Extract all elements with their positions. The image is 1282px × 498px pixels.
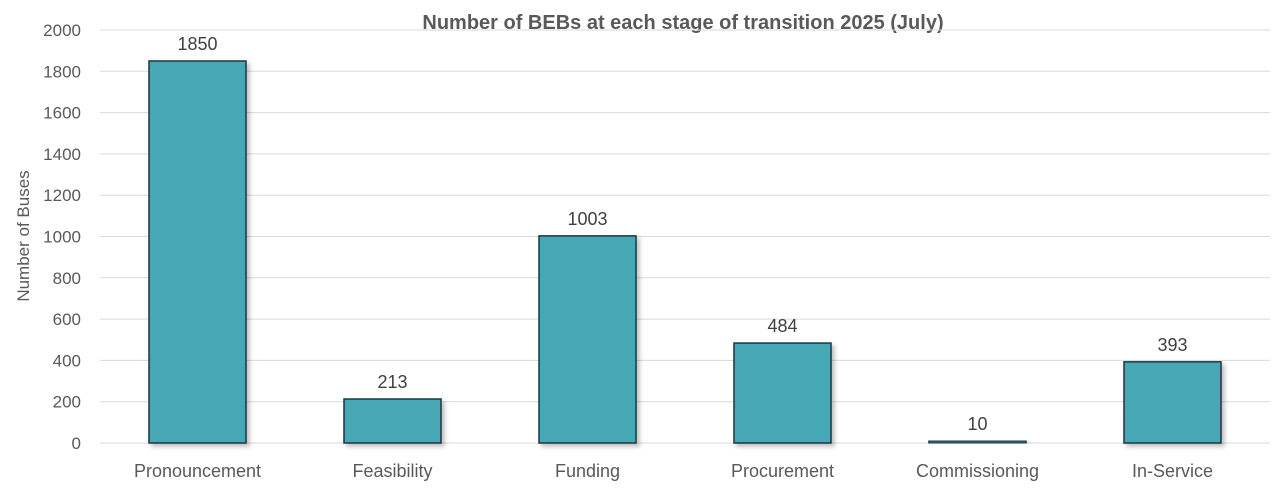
gridlines — [100, 29, 1270, 444]
bar-funding — [538, 235, 637, 444]
y-tick-label: 1200 — [43, 186, 81, 205]
data-label: 1850 — [177, 34, 217, 54]
bar-in-service — [1123, 361, 1222, 444]
x-axis-categories: Pronouncement Feasibility Funding Procureme… — [134, 461, 1213, 481]
y-tick-label: 400 — [53, 351, 81, 370]
data-labels: 1850 213 1003 484 10 393 — [177, 34, 1187, 434]
data-label: 213 — [377, 372, 407, 392]
data-label: 1003 — [567, 209, 607, 229]
x-category-label: Feasibility — [352, 461, 432, 481]
bars — [148, 60, 1222, 444]
y-tick-label: 1600 — [43, 104, 81, 123]
y-tick-label: 0 — [72, 434, 81, 453]
y-tick-label: 200 — [53, 393, 81, 412]
y-tick-label: 600 — [53, 310, 81, 329]
bar-feasibility — [343, 398, 442, 444]
data-label: 393 — [1157, 335, 1187, 355]
bar-commissioning — [928, 440, 1027, 444]
x-category-label: Pronouncement — [134, 461, 261, 481]
x-category-label: In-Service — [1132, 461, 1213, 481]
y-tick-label: 800 — [53, 269, 81, 288]
y-tick-label: 2000 — [43, 21, 81, 40]
data-label: 484 — [767, 316, 797, 336]
y-axis-label: Number of Buses — [14, 170, 33, 301]
bar-pronouncement — [148, 60, 247, 444]
y-tick-label: 1800 — [43, 62, 81, 81]
x-category-label: Funding — [555, 461, 620, 481]
x-category-label: Procurement — [731, 461, 834, 481]
y-tick-label: 1000 — [43, 228, 81, 247]
y-tick-label: 1400 — [43, 145, 81, 164]
y-axis-ticks: 0 200 400 600 800 1000 1200 1400 1600 1800 2000 — [43, 21, 81, 453]
bar-procurement — [733, 342, 832, 444]
data-label: 10 — [967, 414, 987, 434]
x-category-label: Commissioning — [916, 461, 1039, 481]
chart-title: Number of BEBs at each stage of transiti… — [422, 12, 943, 34]
